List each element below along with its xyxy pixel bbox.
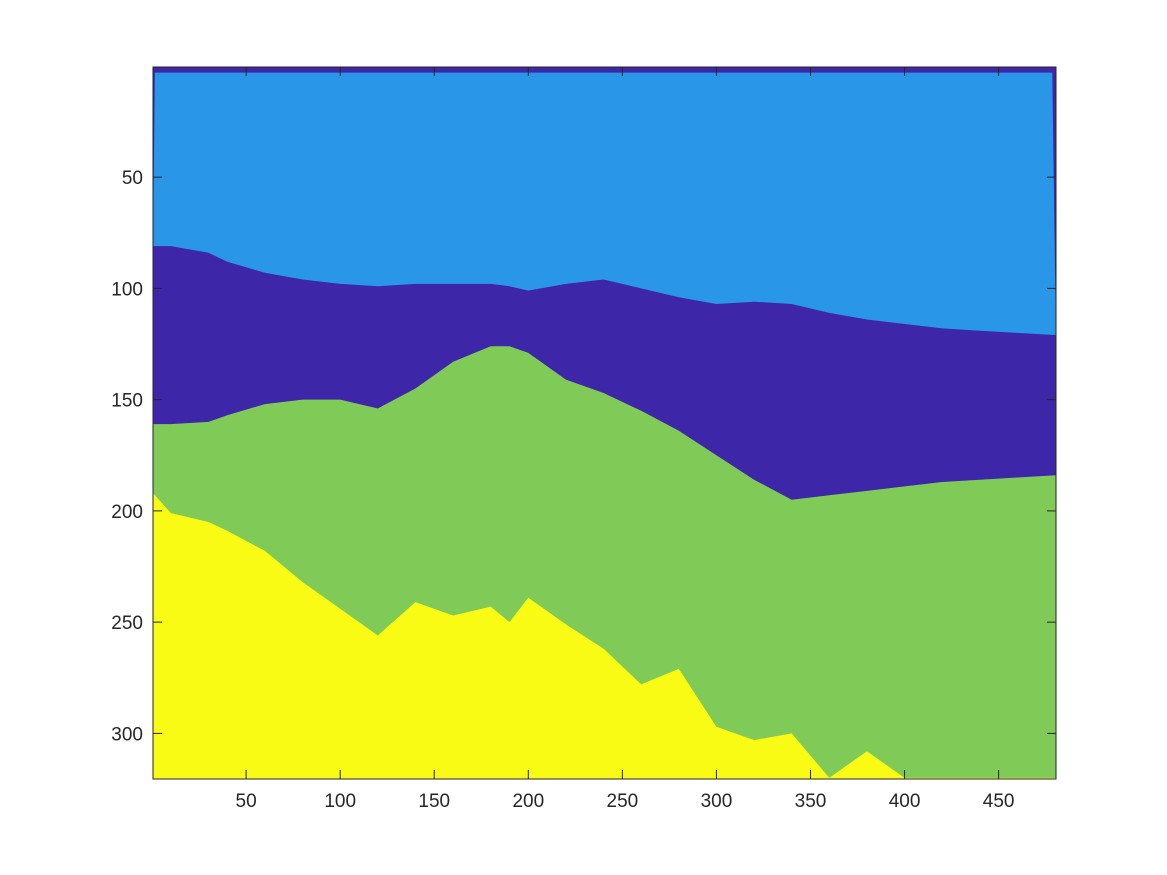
x-tick-label: 300 bbox=[701, 791, 733, 812]
x-tick-label: 400 bbox=[889, 791, 921, 812]
y-tick-label: 100 bbox=[111, 279, 143, 300]
axes-box bbox=[152, 66, 1057, 780]
x-tick-label: 100 bbox=[324, 791, 356, 812]
y-tick-label: 50 bbox=[122, 168, 143, 189]
region-class-2 bbox=[153, 72, 1056, 336]
region-class-4 bbox=[153, 493, 1056, 779]
x-tick-label: 250 bbox=[607, 791, 639, 812]
x-tick-label: 450 bbox=[983, 791, 1015, 812]
y-tick-label: 250 bbox=[111, 613, 143, 634]
x-tick-label: 350 bbox=[795, 791, 827, 812]
y-tick-label: 300 bbox=[111, 724, 143, 745]
y-tick-label: 200 bbox=[111, 502, 143, 523]
x-tick-label: 200 bbox=[512, 791, 544, 812]
x-axis-ticks: 50 100 150 200 250 300 350 400 450 bbox=[236, 67, 1015, 812]
y-tick-label: 150 bbox=[111, 391, 143, 412]
image-regions bbox=[153, 67, 1056, 779]
x-tick-label: 50 bbox=[236, 791, 257, 812]
y-axis-ticks: 50 100 150 200 250 300 bbox=[111, 168, 1056, 745]
x-tick-label: 150 bbox=[418, 791, 450, 812]
